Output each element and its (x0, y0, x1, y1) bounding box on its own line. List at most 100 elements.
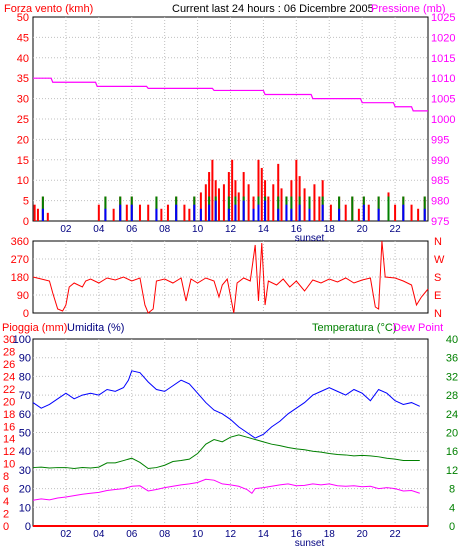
x-tick-label: 22 (390, 224, 402, 235)
humidity-y-tick-label: 40 (19, 446, 31, 458)
wind-direction-line (32, 240, 429, 314)
sunset-label: sunset (295, 538, 325, 549)
x-tick-label: 08 (159, 529, 171, 540)
humidity-axis-title: Umidita (%) (67, 322, 124, 334)
humidity-line (32, 370, 420, 439)
rain-y-tick-label: 26 (3, 359, 15, 371)
temperature-y-tick-label: 20 (446, 428, 458, 440)
direction-y-tick-label: 270 (11, 254, 29, 266)
x-tick-label: 12 (225, 224, 237, 235)
rain-y-tick-label: 8 (3, 471, 9, 483)
rain-y-tick-label: 30 (3, 334, 15, 346)
x-tick-label: 02 (60, 224, 72, 235)
x-tick-label: 06 (126, 529, 138, 540)
rain-axis-title: Pioggia (mm) (2, 322, 67, 334)
pressure-y-tick-label: 1025 (431, 12, 455, 24)
humidity-y-tick-label: 90 (19, 353, 31, 365)
temperature-y-tick-label: 16 (446, 446, 458, 458)
chart-main-title: Current last 24 hours : 06 Dicembre 2005 (172, 3, 374, 15)
x-tick-label: 18 (324, 529, 336, 540)
temperature-y-tick-label: 28 (446, 390, 458, 402)
x-tick-label: 16 (291, 529, 303, 540)
rain-y-tick-label: 4 (3, 496, 9, 508)
x-tick-label: 04 (93, 529, 105, 540)
rain-y-tick-label: 16 (3, 421, 15, 433)
wind-y-tick-label: 15 (17, 155, 29, 167)
rain-y-tick-label: 14 (3, 434, 15, 446)
pressure-y-tick-label: 975 (431, 216, 449, 228)
x-tick-label: 18 (324, 224, 336, 235)
pressure-axis-title: Pressione (mb) (371, 3, 446, 15)
direction-y-tick-label: 360 (11, 236, 29, 248)
dewpoint-axis-title: Dew Point (393, 322, 443, 334)
humidity-y-tick-label: 30 (19, 465, 31, 477)
temperature-y-tick-label: 8 (449, 484, 455, 496)
pressure-y-tick-label: 995 (431, 134, 449, 146)
x-tick-label: 06 (126, 224, 138, 235)
pressure-line (33, 77, 428, 112)
humidity-y-tick-label: 80 (19, 371, 31, 383)
pressure-y-tick-label: 1000 (431, 114, 455, 126)
x-tick-label: 12 (225, 529, 237, 540)
x-tick-label: 20 (357, 224, 369, 235)
wind-y-tick-label: 30 (17, 94, 29, 106)
humidity-y-tick-label: 70 (19, 390, 31, 402)
direction-compass-label: W (434, 254, 445, 266)
x-tick-label: 08 (159, 224, 171, 235)
x-tick-label: 14 (258, 224, 270, 235)
x-tick-label: 02 (60, 529, 72, 540)
x-tick-label: 16 (291, 224, 303, 235)
direction-compass-label: N (434, 236, 442, 248)
humidity-y-tick-label: 10 (19, 502, 31, 514)
rain-y-tick-label: 28 (3, 346, 15, 358)
wind-y-tick-label: 45 (17, 32, 29, 44)
rain-y-tick-label: 0 (3, 521, 9, 533)
temperature-axis-title: Temperatura (°C) (312, 322, 396, 334)
wind-y-tick-label: 5 (23, 196, 29, 208)
direction-y-tick-label: 0 (23, 308, 29, 320)
wind-y-tick-label: 50 (17, 12, 29, 24)
temperature-y-tick-label: 12 (446, 465, 458, 477)
pressure-y-tick-label: 1015 (431, 53, 455, 65)
rain-y-tick-label: 12 (3, 446, 15, 458)
pressure-y-tick-label: 980 (431, 196, 449, 208)
temperature-y-tick-label: 36 (446, 353, 458, 365)
x-tick-label: 10 (192, 529, 204, 540)
x-tick-label: 14 (258, 529, 270, 540)
temperature-y-tick-label: 32 (446, 371, 458, 383)
wind-axis-title: Forza vento (kmh) (4, 3, 93, 15)
wind-y-tick-label: 0 (23, 216, 29, 228)
pressure-y-tick-label: 1010 (431, 73, 455, 85)
rain-y-tick-label: 6 (3, 484, 9, 496)
rain-y-tick-label: 10 (3, 459, 15, 471)
temperature-y-tick-label: 24 (446, 409, 458, 421)
x-tick-label: 22 (390, 529, 402, 540)
humidity-y-tick-label: 100 (13, 334, 31, 346)
x-tick-label: 04 (93, 224, 105, 235)
pressure-y-tick-label: 990 (431, 155, 449, 167)
pressure-y-tick-label: 1020 (431, 32, 455, 44)
wind-y-tick-label: 20 (17, 134, 29, 146)
direction-y-tick-label: 90 (17, 290, 29, 302)
wind-y-tick-label: 35 (17, 73, 29, 85)
humidity-y-tick-label: 0 (25, 521, 31, 533)
dewpoint-line (32, 478, 420, 501)
direction-compass-label: N (434, 308, 442, 320)
pressure-y-tick-label: 1005 (431, 94, 455, 106)
humidity-y-tick-label: 50 (19, 428, 31, 440)
rain-y-tick-label: 18 (3, 409, 15, 421)
rain-y-tick-label: 20 (3, 396, 15, 408)
temperature-y-tick-label: 4 (449, 502, 455, 514)
rain-y-tick-label: 2 (3, 509, 9, 521)
rain-y-tick-label: 22 (3, 384, 15, 396)
x-tick-label: 20 (357, 529, 369, 540)
pressure-y-tick-label: 985 (431, 175, 449, 187)
direction-compass-label: E (434, 290, 441, 302)
x-tick-label: 10 (192, 224, 204, 235)
humidity-y-tick-label: 60 (19, 409, 31, 421)
temperature-line (32, 434, 420, 470)
sunset-label: sunset (295, 233, 325, 244)
temperature-y-tick-label: 0 (449, 521, 455, 533)
